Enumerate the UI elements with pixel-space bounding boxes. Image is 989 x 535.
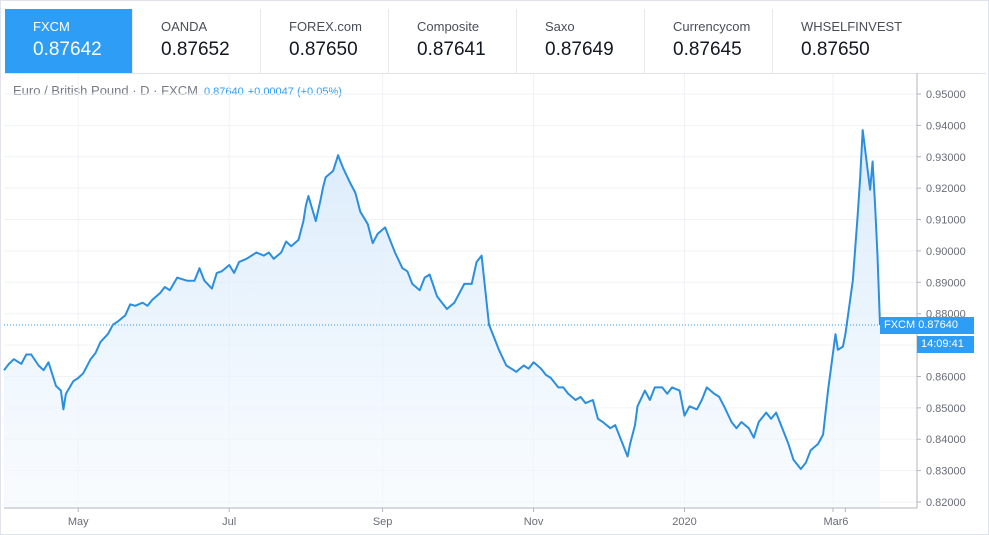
tab-forex-com[interactable]: FOREX.com 0.87650: [261, 9, 389, 73]
tab-name: WHSELFINVEST: [801, 19, 903, 34]
y-tick-label: 0.92000: [926, 183, 966, 195]
price-tag: FXCM 0.87640: [880, 316, 974, 334]
tab-composite[interactable]: Composite 0.87641: [389, 9, 517, 73]
y-tick-label: 0.85000: [926, 403, 966, 415]
tab-currencycom[interactable]: Currencycom 0.87645: [645, 9, 773, 73]
tab-name: FOREX.com: [289, 19, 362, 34]
tab-price: 0.87650: [289, 39, 358, 60]
tab-name: Composite: [417, 19, 480, 34]
countdown-tag: 14:09:41: [917, 335, 974, 353]
y-tick-label: 0.84000: [926, 434, 966, 446]
tab-fxcm[interactable]: FXCM 0.87642: [5, 9, 133, 73]
x-tick-label: 6: [842, 516, 848, 528]
y-tick-label: 0.82000: [926, 497, 966, 509]
y-tick-label: 0.95000: [926, 89, 966, 101]
price-change: +0.00047 (+0.05%): [247, 86, 342, 98]
tab-saxo[interactable]: Saxo 0.87649: [517, 9, 645, 73]
x-tick-label: Nov: [524, 516, 544, 528]
tab-price: 0.87645: [673, 39, 742, 60]
tab-price: 0.87642: [33, 39, 102, 60]
y-tick-label: 0.89000: [926, 277, 966, 289]
series-area: [4, 130, 880, 508]
x-tick-label: May: [68, 516, 89, 528]
tab-name: FXCM: [33, 19, 70, 34]
y-tick-label: 0.91000: [926, 215, 966, 227]
price-tag-value: 0.87640: [918, 318, 958, 331]
tab-price: 0.87649: [545, 39, 614, 60]
y-tick-label: 0.90000: [926, 246, 966, 258]
tab-name: OANDA: [161, 19, 208, 34]
y-tick-label: 0.83000: [926, 466, 966, 478]
y-tick-label: 0.93000: [926, 152, 966, 164]
tab-name: Saxo: [545, 19, 575, 34]
tab-price: 0.87652: [161, 39, 230, 60]
y-tick-label: 0.94000: [926, 120, 966, 132]
tab-price: 0.87650: [801, 39, 870, 60]
tab-name: Currencycom: [673, 19, 751, 34]
x-tick-label: Sep: [373, 516, 393, 528]
exchange-tabs: FXCM 0.87642 OANDA 0.87652 FOREX.com 0.87650 C…: [5, 9, 986, 74]
tab-whselfinvest[interactable]: WHSELFINVEST 0.87650: [773, 9, 923, 73]
tab-oanda[interactable]: OANDA 0.87652: [133, 9, 261, 73]
tab-price: 0.87641: [417, 39, 486, 60]
x-tick-label: Mar: [824, 516, 843, 528]
y-tick-label: 0.86000: [926, 371, 966, 383]
x-tick-label: 2020: [672, 516, 696, 528]
series-line: [3, 129, 881, 470]
x-tick-label: Jul: [222, 516, 236, 528]
last-price: 0.87640: [203, 86, 244, 98]
price-tag-label: FXCM: [884, 318, 916, 331]
